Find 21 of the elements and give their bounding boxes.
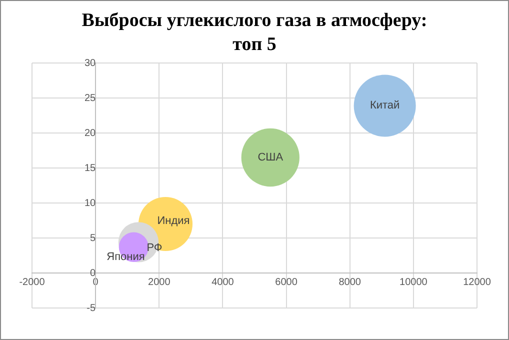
x-tick-label: 12000 — [463, 276, 492, 288]
y-tick-label: 5 — [90, 232, 96, 244]
series-label: РФ — [146, 242, 162, 254]
y-tick-label: 30 — [84, 58, 96, 69]
y-tick-label: 0 — [90, 268, 96, 279]
x-tick-label: 4000 — [212, 276, 234, 288]
y-tick-label: -5 — [86, 302, 96, 314]
y-tick-label: 10 — [84, 198, 96, 209]
x-tick-label: 8000 — [338, 276, 362, 288]
series-label: Япония — [106, 251, 145, 264]
x-tick-label: 2000 — [148, 276, 171, 288]
x-tick-label: 6000 — [275, 276, 298, 288]
x-tick-label: -2000 — [19, 276, 46, 288]
series-label: Индия — [157, 215, 190, 228]
y-tick-label: 25 — [84, 92, 96, 104]
x-tick-label: 10000 — [400, 276, 428, 288]
series-label: США — [258, 152, 284, 164]
y-tick-label: 15 — [84, 162, 96, 174]
chart-title: Выбросы углекислого газа в атмосферу: топ 5 — [80, 9, 428, 57]
y-tick-label: 20 — [84, 128, 96, 139]
series-label: Китай — [370, 100, 400, 112]
